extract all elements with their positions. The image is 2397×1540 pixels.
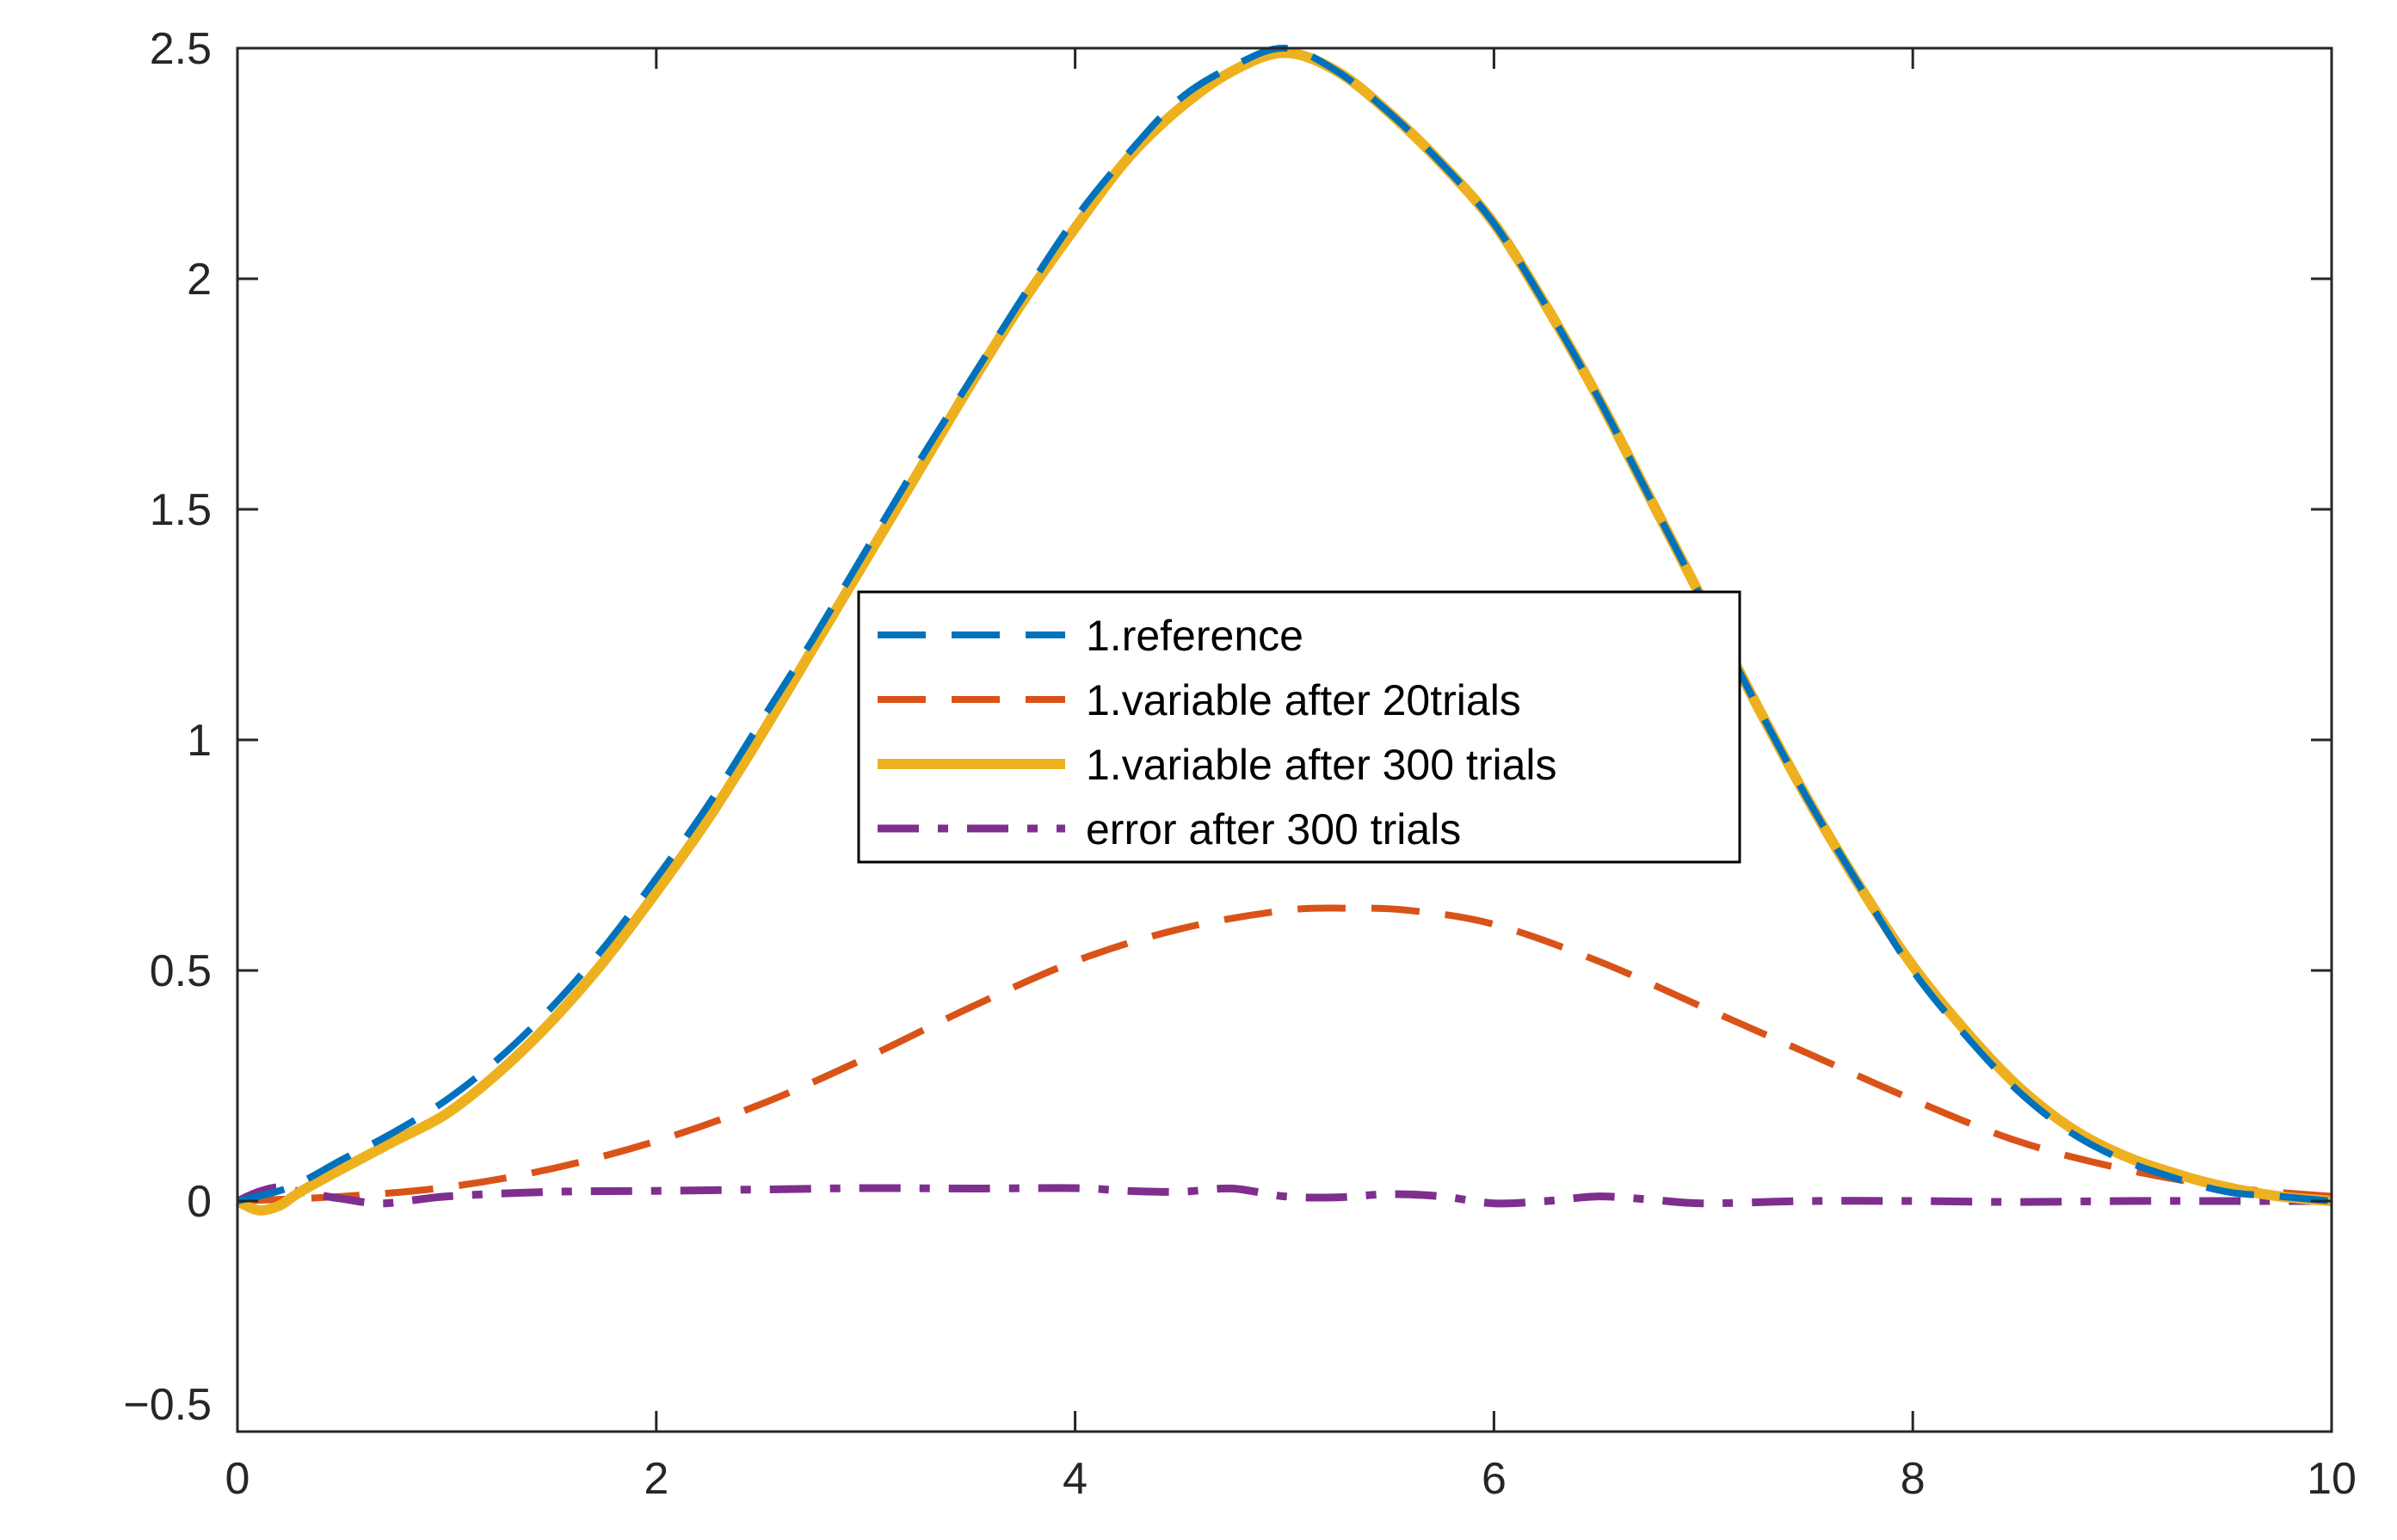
legend-label-1: 1.reference <box>1086 612 1303 660</box>
y-tick-label: 2 <box>187 255 212 305</box>
x-tick-label: 6 <box>1482 1454 1507 1504</box>
y-tick-label: 2.5 <box>150 24 212 74</box>
x-tick-label: 8 <box>1901 1454 1926 1504</box>
x-tick-label: 4 <box>1063 1454 1088 1504</box>
tick-layer: 0 2 4 6 8 10 −0.5 0 0.5 1 1.5 2 2.5 <box>123 24 2357 1504</box>
series-line-4 <box>236 1183 2332 1208</box>
legend-label-4: error after 300 trials <box>1086 805 1461 853</box>
y-tick-label: 0 <box>187 1177 212 1227</box>
y-tick-label: 0.5 <box>150 946 212 996</box>
y-tick-label: −0.5 <box>123 1380 212 1430</box>
y-tick-label: 1.5 <box>150 485 212 535</box>
legend-box <box>857 590 1741 864</box>
legend[interactable]: 1.reference 1.variable after 20trials 1.va… <box>857 590 1741 864</box>
x-tick-label: 0 <box>225 1454 250 1504</box>
legend-label-3: 1.variable after 300 trials <box>1086 741 1557 789</box>
series-line-2 <box>237 904 2332 1204</box>
legend-label-2: 1.variable after 20trials <box>1086 676 1521 724</box>
x-tick-label: 2 <box>644 1454 669 1504</box>
y-tick-label: 1 <box>187 716 212 766</box>
x-tick-label: 10 <box>2307 1454 2357 1504</box>
